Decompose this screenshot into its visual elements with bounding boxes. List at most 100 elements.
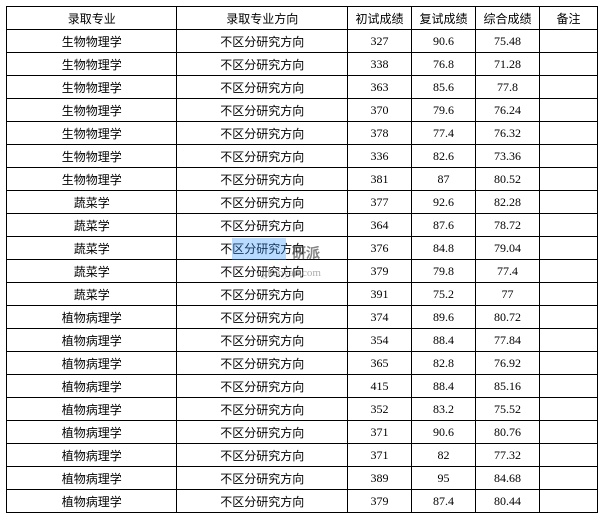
cell-score2: 89.6 — [411, 306, 475, 329]
admission-table: 录取专业 录取专业方向 初试成绩 复试成绩 综合成绩 备注 生物物理学不区分研究… — [6, 6, 598, 513]
cell-remark — [540, 421, 598, 444]
cell-score2: 85.6 — [411, 76, 475, 99]
cell-major: 生物物理学 — [7, 53, 177, 76]
cell-score1: 364 — [347, 214, 411, 237]
cell-remark — [540, 375, 598, 398]
cell-score2: 82.6 — [411, 145, 475, 168]
cell-remark — [540, 122, 598, 145]
table-row: 植物病理学不区分研究方向37489.680.72 — [7, 306, 598, 329]
header-direction: 录取专业方向 — [177, 7, 347, 30]
cell-major: 植物病理学 — [7, 490, 177, 513]
cell-remark — [540, 237, 598, 260]
cell-score2: 82 — [411, 444, 475, 467]
header-score2: 复试成绩 — [411, 7, 475, 30]
cell-score3: 76.24 — [476, 99, 540, 122]
cell-score2: 76.8 — [411, 53, 475, 76]
cell-score1: 371 — [347, 444, 411, 467]
cell-direction: 不区分研究方向 — [177, 444, 347, 467]
cell-score3: 85.16 — [476, 375, 540, 398]
table-row: 生物物理学不区分研究方向32790.675.48 — [7, 30, 598, 53]
cell-direction: 不区分研究方向 — [177, 53, 347, 76]
table-body: 生物物理学不区分研究方向32790.675.48生物物理学不区分研究方向3387… — [7, 30, 598, 513]
cell-remark — [540, 30, 598, 53]
cell-score1: 370 — [347, 99, 411, 122]
cell-score3: 77.8 — [476, 76, 540, 99]
cell-score1: 354 — [347, 329, 411, 352]
cell-score1: 352 — [347, 398, 411, 421]
cell-score3: 73.36 — [476, 145, 540, 168]
cell-score2: 83.2 — [411, 398, 475, 421]
cell-direction: 不区分研究方向 — [177, 168, 347, 191]
cell-major: 植物病理学 — [7, 421, 177, 444]
cell-score2: 88.4 — [411, 329, 475, 352]
cell-score3: 76.92 — [476, 352, 540, 375]
cell-direction: 不区分研究方向 — [177, 375, 347, 398]
cell-score1: 377 — [347, 191, 411, 214]
cell-score1: 376 — [347, 237, 411, 260]
cell-remark — [540, 490, 598, 513]
cell-score1: 415 — [347, 375, 411, 398]
cell-score3: 80.44 — [476, 490, 540, 513]
cell-remark — [540, 398, 598, 421]
cell-remark — [540, 444, 598, 467]
cell-major: 植物病理学 — [7, 306, 177, 329]
cell-remark — [540, 306, 598, 329]
table-row: 植物病理学不区分研究方向37190.680.76 — [7, 421, 598, 444]
cell-score2: 75.2 — [411, 283, 475, 306]
table-row: 蔬菜学不区分研究方向36487.678.72 — [7, 214, 598, 237]
cell-score1: 378 — [347, 122, 411, 145]
cell-score1: 374 — [347, 306, 411, 329]
cell-major: 植物病理学 — [7, 375, 177, 398]
cell-major: 植物病理学 — [7, 352, 177, 375]
cell-remark — [540, 467, 598, 490]
cell-major: 蔬菜学 — [7, 214, 177, 237]
cell-score1: 379 — [347, 490, 411, 513]
cell-score1: 381 — [347, 168, 411, 191]
cell-direction: 不区分研究方向 — [177, 352, 347, 375]
header-score3: 综合成绩 — [476, 7, 540, 30]
cell-major: 蔬菜学 — [7, 237, 177, 260]
cell-score1: 365 — [347, 352, 411, 375]
cell-score3: 82.28 — [476, 191, 540, 214]
table-row: 植物病理学不区分研究方向3718277.32 — [7, 444, 598, 467]
cell-direction: 不区分研究方向 — [177, 467, 347, 490]
cell-score1: 327 — [347, 30, 411, 53]
table-row: 蔬菜学不区分研究方向37979.877.4 — [7, 260, 598, 283]
cell-score2: 79.6 — [411, 99, 475, 122]
cell-major: 植物病理学 — [7, 329, 177, 352]
cell-score2: 87.6 — [411, 214, 475, 237]
table-row: 蔬菜学不区分研究方向39175.277 — [7, 283, 598, 306]
cell-remark — [540, 329, 598, 352]
cell-direction: 不区分研究方向 — [177, 490, 347, 513]
cell-remark — [540, 145, 598, 168]
table-row: 生物物理学不区分研究方向36385.677.8 — [7, 76, 598, 99]
cell-score3: 79.04 — [476, 237, 540, 260]
table-row: 植物病理学不区分研究方向3899584.68 — [7, 467, 598, 490]
cell-score3: 84.68 — [476, 467, 540, 490]
cell-major: 生物物理学 — [7, 76, 177, 99]
cell-score2: 90.6 — [411, 30, 475, 53]
cell-remark — [540, 53, 598, 76]
header-major: 录取专业 — [7, 7, 177, 30]
cell-major: 生物物理学 — [7, 30, 177, 53]
cell-major: 植物病理学 — [7, 467, 177, 490]
cell-direction: 不区分研究方向 — [177, 398, 347, 421]
table-row: 植物病理学不区分研究方向36582.876.92 — [7, 352, 598, 375]
cell-score1: 336 — [347, 145, 411, 168]
cell-major: 蔬菜学 — [7, 283, 177, 306]
cell-score2: 87.4 — [411, 490, 475, 513]
cell-direction: 不区分研究方向 — [177, 214, 347, 237]
cell-direction: 不区分研究方向 — [177, 421, 347, 444]
table-row: 生物物理学不区分研究方向37877.476.32 — [7, 122, 598, 145]
cell-score2: 95 — [411, 467, 475, 490]
table-row: 生物物理学不区分研究方向33682.673.36 — [7, 145, 598, 168]
table-row: 生物物理学不区分研究方向37079.676.24 — [7, 99, 598, 122]
cell-score1: 363 — [347, 76, 411, 99]
cell-remark — [540, 168, 598, 191]
table-row: 植物病理学不区分研究方向35488.477.84 — [7, 329, 598, 352]
cell-major: 生物物理学 — [7, 99, 177, 122]
cell-score2: 82.8 — [411, 352, 475, 375]
cell-direction: 不区分研究方向 — [177, 122, 347, 145]
cell-score2: 84.8 — [411, 237, 475, 260]
cell-direction: 不区分研究方向 — [177, 30, 347, 53]
